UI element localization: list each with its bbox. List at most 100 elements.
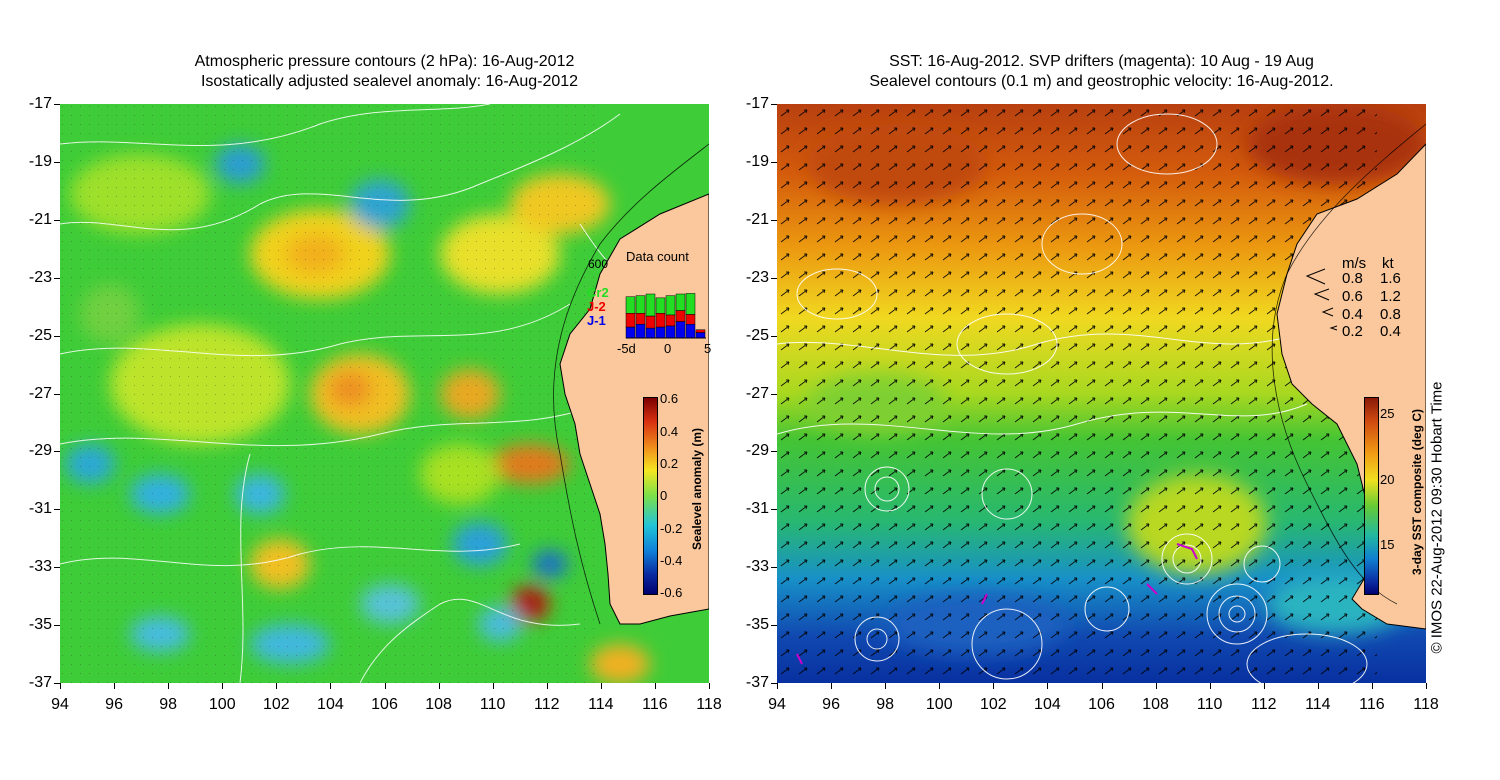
right-lat-tick-mark <box>771 219 777 221</box>
right-lon-tick-mark <box>1047 683 1049 689</box>
right-lat-tick-mark <box>771 683 777 684</box>
sst-cbar-tick-25: 25 <box>1380 406 1395 421</box>
left-lon-tick-label: 112 <box>533 696 560 713</box>
right-lon-tick-label: 106 <box>1088 696 1115 713</box>
left-lon-tick-mark <box>384 683 386 689</box>
data-count-bar-cr2 <box>655 297 666 314</box>
right-lat-tick-label: -21 <box>745 210 769 228</box>
sealevel-contours <box>777 113 1368 683</box>
sla-colorbar-label: Sealevel anomaly (m) <box>690 427 704 551</box>
right-lon-tick-label: 118 <box>1413 696 1439 713</box>
land-australia-right <box>1276 143 1426 630</box>
right-map <box>777 104 1426 683</box>
left-lat-tick-label: -25 <box>28 326 52 344</box>
left-lon-tick-label: 94 <box>51 696 69 713</box>
right-lon-tick-mark <box>939 683 941 689</box>
sla-cbar-tick-0.4: 0.4 <box>660 424 679 439</box>
left-lon-tick-label: 102 <box>262 696 290 713</box>
left-lon-tick-mark <box>114 683 116 689</box>
right-lon-tick-label: 114 <box>1305 696 1331 713</box>
right-lat-tick-mark <box>771 161 777 163</box>
right-lat-tick-label: -29 <box>745 442 769 460</box>
pressure-contours <box>60 104 641 683</box>
right-lat-tick-mark <box>771 509 777 511</box>
data-count-max-label: 600 <box>588 257 609 271</box>
sla-cbar-tick-neg0.2: -0.2 <box>660 521 683 536</box>
data-count-bar-cr2 <box>625 296 636 314</box>
sst-colorbar <box>1364 397 1379 595</box>
left-lon-tick-label: 98 <box>159 696 178 713</box>
left-lon-tick-mark <box>276 683 278 689</box>
right-lon-tick-mark <box>1209 683 1211 689</box>
data-count-bar-j2 <box>645 315 656 329</box>
right-lat-tick-label: -33 <box>745 558 769 576</box>
left-lon-tick-label: 118 <box>696 696 722 713</box>
left-lon-tick-label: 106 <box>371 696 398 713</box>
data-count-bar-j1 <box>675 321 686 339</box>
data-count-bar-j1 <box>685 324 696 339</box>
data-count-bar-j2 <box>655 313 666 328</box>
left-lon-tick-mark <box>60 683 61 689</box>
right-lat-tick-label: -25 <box>745 326 769 344</box>
left-lon-tick-mark <box>438 683 440 689</box>
data-count-bar-j1 <box>655 326 666 339</box>
left-lon-tick-label: 110 <box>479 696 506 713</box>
velocity-legend-ms-0: 0.8 <box>1342 270 1363 287</box>
data-count-bar-j1 <box>625 326 636 339</box>
left-lon-tick-mark <box>546 683 548 689</box>
velocity-legend-header-ms: m/s <box>1342 255 1367 272</box>
left-lon-tick-mark <box>709 683 710 689</box>
data-count-bar-j2 <box>635 313 646 325</box>
velocity-legend-kt-2: 0.8 <box>1380 306 1401 323</box>
right-lat-tick-label: -23 <box>745 268 769 286</box>
left-lon-tick-mark <box>654 683 656 689</box>
velocity-legend-header-kt: kt <box>1382 255 1394 272</box>
data-count-title: Data count <box>626 249 689 264</box>
right-lon-tick-label: 110 <box>1196 696 1223 713</box>
right-title-line1: SST: 16-Aug-2012. SVP drifters (magenta)… <box>889 53 1314 70</box>
data-count-bar-cr2 <box>635 295 646 314</box>
right-lon-tick-mark <box>993 683 995 689</box>
right-lat-tick-mark <box>771 451 777 453</box>
left-lat-tick-mark <box>54 451 60 453</box>
left-lat-tick-label: -35 <box>28 616 52 634</box>
left-lat-tick-mark <box>54 161 60 163</box>
left-lat-tick-label: -17 <box>28 95 52 112</box>
data-count-bar-j1 <box>645 327 656 339</box>
data-count-bar-cr2 <box>685 293 696 315</box>
velocity-legend-ms-1: 0.6 <box>1342 288 1363 305</box>
left-lon-tick-label: 114 <box>588 696 614 713</box>
right-lat-tick-label: -31 <box>745 500 769 518</box>
sst-cbar-tick-20: 20 <box>1380 472 1395 487</box>
left-lat-tick-mark <box>54 393 60 395</box>
data-count-bar-j1 <box>635 324 646 339</box>
sst-cbar-tick-15: 15 <box>1380 537 1395 552</box>
right-lon-tick-mark <box>885 683 887 689</box>
right-lat-tick-label: -37 <box>745 674 769 691</box>
left-lat-tick-label: -37 <box>28 674 52 691</box>
sla-colorbar <box>643 397 658 595</box>
left-lon-tick-mark <box>492 683 494 689</box>
legend-j1: J-1 <box>587 313 606 328</box>
left-lat-tick-label: -21 <box>28 210 52 228</box>
data-count-bar-j2 <box>685 314 696 325</box>
right-lon-tick-label: 94 <box>768 696 786 713</box>
right-lon-tick-label: 98 <box>876 696 895 713</box>
data-count-bar-j2 <box>675 310 686 322</box>
data-count-bar-j2 <box>625 313 636 328</box>
left-lon-tick-mark <box>330 683 332 689</box>
sst-colorbar-label: 3-day SST composite (deg C) <box>1410 408 1424 576</box>
right-lon-tick-label: 112 <box>1250 696 1277 713</box>
right-lon-tick-label: 102 <box>979 696 1007 713</box>
right-lat-tick-label: -35 <box>745 616 769 634</box>
sla-cbar-tick-neg0.4: -0.4 <box>660 553 683 568</box>
data-count-bar-j1 <box>665 325 676 339</box>
left-lat-tick-mark <box>54 509 60 511</box>
right-lon-tick-label: 116 <box>1359 696 1385 713</box>
left-lat-tick-mark <box>54 104 60 105</box>
data-count-bar-cr2 <box>645 293 656 317</box>
left-lon-tick-mark <box>222 683 224 689</box>
right-lat-tick-mark <box>771 625 777 627</box>
left-lat-tick-label: -27 <box>28 384 52 402</box>
left-lat-tick-label: -33 <box>28 558 52 576</box>
